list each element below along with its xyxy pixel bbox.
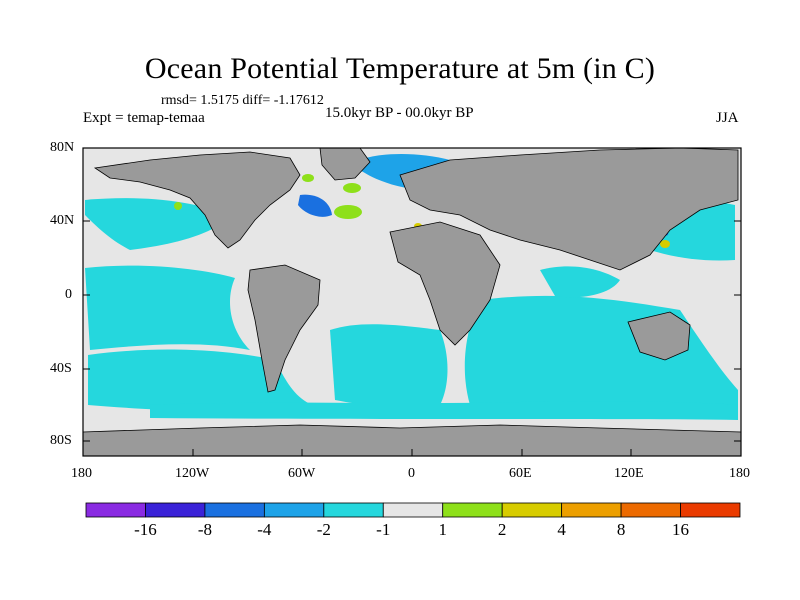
lon-tick-marks <box>82 449 742 456</box>
lon-label-0: 0 <box>408 466 415 481</box>
colorbar-label: -16 <box>134 520 157 539</box>
lon-label-120e: 120E <box>614 466 644 481</box>
colorbar-swatch <box>145 502 206 518</box>
colorbar-label: -8 <box>197 520 212 539</box>
colorbar-label: 16 <box>672 520 690 539</box>
south-america <box>247 264 321 393</box>
season-label: JJA <box>716 110 739 126</box>
lon-label-180e: 180 <box>729 466 750 481</box>
lat-label-80n: 80N <box>50 140 75 155</box>
lat-label-0: 0 <box>65 287 72 302</box>
lat-label-80s: 80S <box>50 433 72 448</box>
period-label: 15.0kyr BP - 00.0kyr BP <box>325 105 474 121</box>
colorbar-swatch <box>204 502 265 518</box>
colorbar-swatch <box>85 502 146 518</box>
colorbar-label: 4 <box>557 520 566 539</box>
lat-label-40s: 40S <box>50 361 72 376</box>
lat-tick-marks <box>83 147 741 442</box>
colorbar-swatch <box>680 502 741 518</box>
land-masses <box>82 147 742 457</box>
colorbar-swatch <box>442 502 503 518</box>
plot-title: Ocean Potential Temperature at 5m (in C) <box>144 52 656 85</box>
colorbar-label: 8 <box>616 520 626 539</box>
colorbar-swatch <box>620 502 681 518</box>
lon-label-180w: 180 <box>71 466 92 481</box>
colorbar-label: -4 <box>257 520 272 539</box>
australia <box>627 311 691 361</box>
north-america <box>93 151 301 249</box>
colorbar-swatch <box>561 502 622 518</box>
colorbar-label: 2 <box>497 520 507 539</box>
experiment-label: Expt = temap-temaa <box>83 110 205 126</box>
colorbar-swatch <box>323 502 384 518</box>
stats-text: rmsd= 1.5175 diff= -1.17612 <box>161 93 324 108</box>
colorbar-label: -1 <box>376 520 391 539</box>
eurasia <box>399 147 739 271</box>
colorbar-swatch <box>382 502 444 518</box>
africa <box>389 221 501 346</box>
lon-label-120w: 120W <box>175 466 210 481</box>
lat-label-40n: 40N <box>50 213 75 228</box>
colorbar-swatch <box>263 502 325 518</box>
colorbar-label: 1 <box>438 520 447 539</box>
lon-label-60w: 60W <box>288 466 316 481</box>
colorbar-label: -2 <box>316 520 331 539</box>
colorbar-swatch <box>501 502 563 518</box>
lon-label-60e: 60E <box>509 466 532 481</box>
